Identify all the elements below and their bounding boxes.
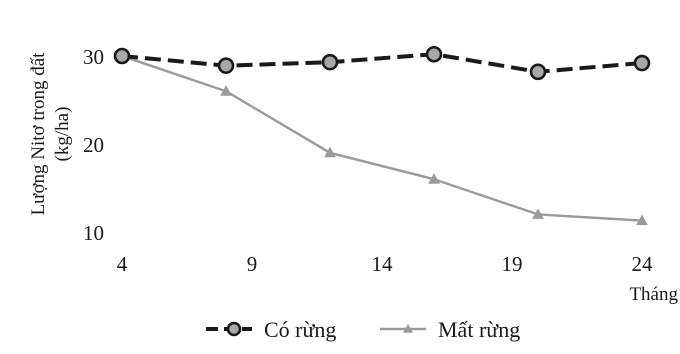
series-layer <box>113 45 651 226</box>
series-line <box>121 54 643 222</box>
x-axis-ticks: 4 9 14 19 24 <box>117 252 653 276</box>
y-tick-label: 20 <box>83 133 104 157</box>
x-tick-label: 9 <box>247 252 258 276</box>
y-axis-ticks: 10 20 30 <box>83 45 104 245</box>
legend: Có rừng Mất rừng <box>206 317 520 342</box>
data-point <box>226 321 242 337</box>
y-axis-title: Lượng Nitơ trong đất (kg/ha) <box>28 52 73 216</box>
data-point <box>217 57 235 74</box>
y-axis-title-line: Lượng Nitơ trong đất <box>28 52 49 216</box>
x-tick-label: 19 <box>502 252 523 276</box>
data-point <box>425 45 443 63</box>
x-tick-label: 14 <box>372 252 394 276</box>
legend-item: Mất rừng <box>380 317 520 342</box>
data-point <box>636 214 648 226</box>
series-co-rung <box>113 45 651 81</box>
y-tick-label: 30 <box>83 45 104 69</box>
series-line <box>121 52 643 74</box>
legend-label: Có rừng <box>264 317 336 342</box>
data-point <box>220 85 232 96</box>
data-point <box>324 146 336 158</box>
data-point <box>428 173 440 184</box>
y-tick-label: 10 <box>83 221 104 245</box>
data-point <box>529 63 547 81</box>
data-point <box>113 47 131 65</box>
data-point <box>403 323 413 333</box>
y-axis-title-line: (kg/ha) <box>52 107 73 162</box>
series-mat-rung <box>116 49 648 226</box>
data-point <box>633 54 651 72</box>
x-axis-title: Tháng <box>629 284 678 305</box>
legend-item: Có rừng <box>206 317 336 342</box>
x-tick-label: 24 <box>632 252 654 276</box>
legend-label: Mất rừng <box>438 317 520 342</box>
data-point <box>321 53 339 71</box>
x-tick-label: 4 <box>117 252 128 276</box>
data-point <box>532 208 544 219</box>
